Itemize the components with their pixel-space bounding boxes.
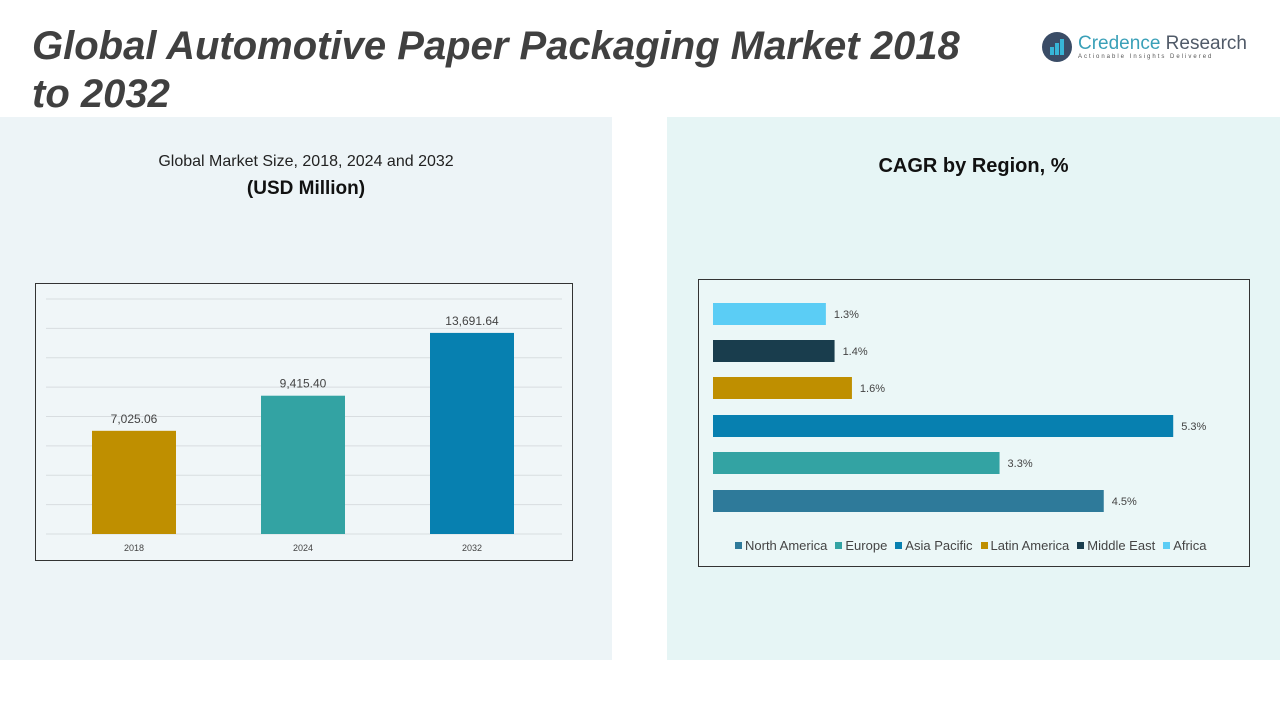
data-label: 1.6% (860, 383, 885, 395)
bar-north-america (713, 490, 1104, 512)
data-label: 13,691.64 (445, 314, 499, 328)
legend-swatch (980, 542, 988, 549)
legend-label: Middle East (1087, 538, 1156, 553)
cagr-chart: 1.3% 1.4% 1.6% 5.3% 3.3% 4.5% (713, 303, 1207, 512)
cagr-chart-frame: 1.3% 1.4% 1.6% 5.3% 3.3% 4.5% (698, 279, 1250, 567)
logo-icon (1042, 32, 1072, 62)
cagr-chart-title: CAGR by Region, % (878, 155, 1069, 177)
legend-item: Africa (1163, 538, 1206, 553)
bar-africa (713, 303, 826, 325)
bar-2018 (92, 430, 176, 534)
data-label: 7,025.06 (111, 412, 158, 426)
bar-latin-america (713, 377, 852, 399)
legend-swatch (735, 542, 742, 549)
bar-chart-subtitle: (USD Million) (246, 178, 366, 199)
legend-label: Europe (845, 538, 888, 553)
data-label: 4.5% (1112, 496, 1137, 508)
data-label: 9,415.40 (280, 377, 327, 391)
x-tick-label: 2018 (124, 543, 144, 553)
bar-middle-east (713, 340, 835, 362)
cagr-legend: North America Europe Asia Pacific Latin Ame… (735, 538, 1206, 553)
legend-label: Latin America (990, 538, 1070, 553)
legend-item: Middle East (1077, 538, 1155, 553)
legend-item: Latin America (980, 538, 1070, 553)
bar-2024 (261, 395, 345, 534)
data-label: 1.4% (843, 346, 868, 358)
logo-name-2: Research (1160, 33, 1247, 54)
legend-item: Europe (835, 538, 887, 553)
logo-tagline: Actionable Insights Delivered (1078, 54, 1214, 60)
page-title: Global Automotive Paper Packaging Market… (32, 24, 960, 116)
logo: Credence Research Actionable Insights De… (1042, 32, 1247, 62)
bar-asia-pacific (713, 415, 1174, 437)
legend-swatch (895, 542, 903, 549)
x-tick-label: 2032 (462, 543, 482, 553)
legend-label: North America (745, 538, 828, 553)
legend-swatch (1077, 542, 1085, 549)
legend-swatch (835, 542, 843, 549)
legend-label: Asia Pacific (905, 538, 973, 553)
market-size-chart: 7,025.06 2018 9,415.40 2024 13,691.64 2032 (46, 298, 562, 553)
legend-swatch (1163, 542, 1171, 549)
legend-item: Asia Pacific (895, 538, 973, 553)
bar-europe (713, 452, 1000, 474)
data-label: 3.3% (1008, 458, 1033, 470)
logo-name: Credence (1078, 33, 1161, 54)
data-label: 5.3% (1181, 421, 1206, 433)
bar-chart-frame: 7,025.06 2018 9,415.40 2024 13,691.64 2032 (35, 283, 573, 561)
bar-2032 (430, 332, 514, 534)
legend-label: Africa (1173, 538, 1207, 553)
data-label: 1.3% (834, 309, 859, 321)
x-tick-label: 2024 (293, 543, 313, 553)
legend-item: North America (735, 538, 827, 553)
bar-chart-title: Global Market Size, 2018, 2024 and 2032 (158, 153, 454, 170)
